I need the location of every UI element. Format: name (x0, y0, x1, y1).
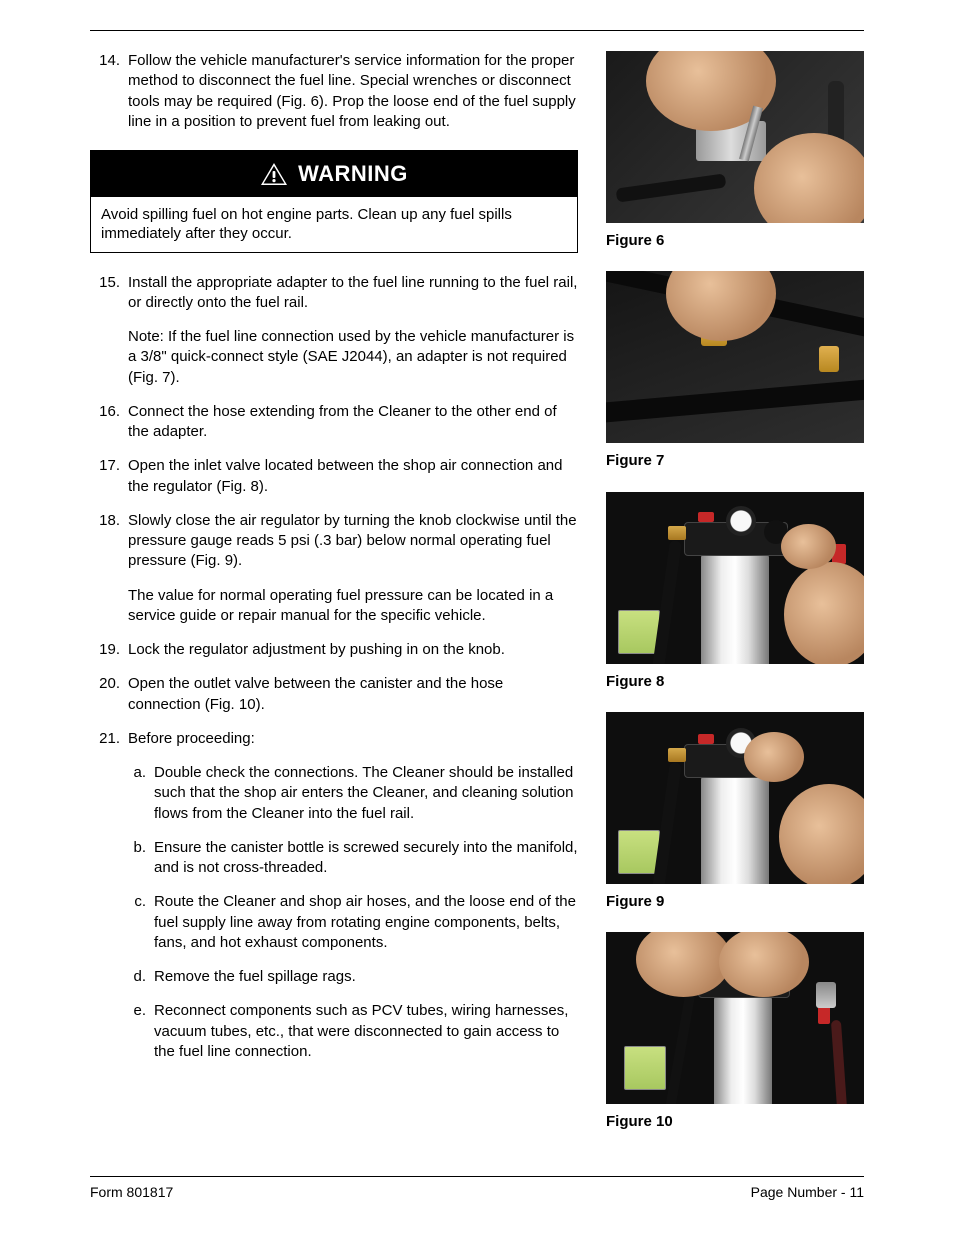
step-15: 15. Install the appropriate adapter to t… (90, 273, 578, 388)
substep-text: Reconnect components such as PCV tubes, … (154, 1001, 578, 1062)
figure-caption: Figure 6 (606, 231, 864, 251)
figure-7-image (606, 271, 864, 443)
step-14: 14. Follow the vehicle manufacturer's se… (90, 51, 578, 132)
step-17: 17. Open the inlet valve located between… (90, 456, 578, 497)
step-21: 21. Before proceeding: (90, 729, 578, 749)
step-text: Connect the hose extending from the Clea… (128, 402, 578, 443)
figures-column: Figure 6 Figure 7 (606, 51, 864, 1152)
substep-letter: d. (128, 967, 154, 987)
warning-label: WARNING (298, 159, 408, 189)
warning-header: WARNING (91, 151, 577, 197)
substep-letter: a. (128, 763, 154, 824)
substep-e: e. Reconnect components such as PCV tube… (90, 1001, 578, 1062)
substep-text: Remove the fuel spillage rags. (154, 967, 578, 987)
step-number: 18. (90, 511, 128, 626)
top-rule (90, 30, 864, 31)
step-text: Slowly close the air regulator by turnin… (128, 511, 578, 626)
step-note: Note: If the fuel line connection used b… (128, 327, 578, 388)
step-18: 18. Slowly close the air regulator by tu… (90, 511, 578, 626)
warning-body: Avoid spilling fuel on hot engine parts.… (91, 197, 577, 252)
step-extra: The value for normal operating fuel pres… (128, 586, 578, 627)
step-number: 15. (90, 273, 128, 388)
step-main-text: Slowly close the air regulator by turnin… (128, 511, 578, 572)
warning-icon (260, 162, 288, 186)
figure-caption: Figure 8 (606, 672, 864, 692)
figure-9: Figure 9 (606, 712, 864, 912)
figure-10-image (606, 932, 864, 1104)
step-main-text: Install the appropriate adapter to the f… (128, 273, 578, 314)
step-19: 19. Lock the regulator adjustment by pus… (90, 640, 578, 660)
step-text: Install the appropriate adapter to the f… (128, 273, 578, 388)
substep-letter: e. (128, 1001, 154, 1062)
step-text: Lock the regulator adjustment by pushing… (128, 640, 578, 660)
substep-c: c. Route the Cleaner and shop air hoses,… (90, 892, 578, 953)
substep-text: Ensure the canister bottle is screwed se… (154, 838, 578, 879)
substep-text: Double check the connections. The Cleane… (154, 763, 578, 824)
figure-6: Figure 6 (606, 51, 864, 251)
figure-caption: Figure 10 (606, 1112, 864, 1132)
substep-text: Route the Cleaner and shop air hoses, an… (154, 892, 578, 953)
step-text: Open the inlet valve located between the… (128, 456, 578, 497)
substep-letter: c. (128, 892, 154, 953)
step-number: 14. (90, 51, 128, 132)
step-number: 17. (90, 456, 128, 497)
form-number: Form 801817 (90, 1183, 173, 1202)
figure-8: Figure 8 (606, 492, 864, 692)
step-text: Open the outlet valve between the canist… (128, 674, 578, 715)
figure-caption: Figure 7 (606, 451, 864, 471)
step-number: 20. (90, 674, 128, 715)
step-number: 19. (90, 640, 128, 660)
substep-d: d. Remove the fuel spillage rags. (90, 967, 578, 987)
substep-b: b. Ensure the canister bottle is screwed… (90, 838, 578, 879)
substep-a: a. Double check the connections. The Cle… (90, 763, 578, 824)
figure-7: Figure 7 (606, 271, 864, 471)
step-20: 20. Open the outlet valve between the ca… (90, 674, 578, 715)
warning-box: WARNING Avoid spilling fuel on hot engin… (90, 150, 578, 253)
footer: Form 801817 Page Number - 11 (90, 1176, 864, 1202)
figure-9-image (606, 712, 864, 884)
step-text: Before proceeding: (128, 729, 578, 749)
figure-caption: Figure 9 (606, 892, 864, 912)
step-text: Follow the vehicle manufacturer's servic… (128, 51, 578, 132)
substep-letter: b. (128, 838, 154, 879)
step-number: 16. (90, 402, 128, 443)
figure-6-image (606, 51, 864, 223)
step-number: 21. (90, 729, 128, 749)
page-number: Page Number - 11 (751, 1183, 864, 1202)
figure-8-image (606, 492, 864, 664)
figure-10: Figure 10 (606, 932, 864, 1132)
step-16: 16. Connect the hose extending from the … (90, 402, 578, 443)
instructions-column: 14. Follow the vehicle manufacturer's se… (90, 51, 578, 1152)
